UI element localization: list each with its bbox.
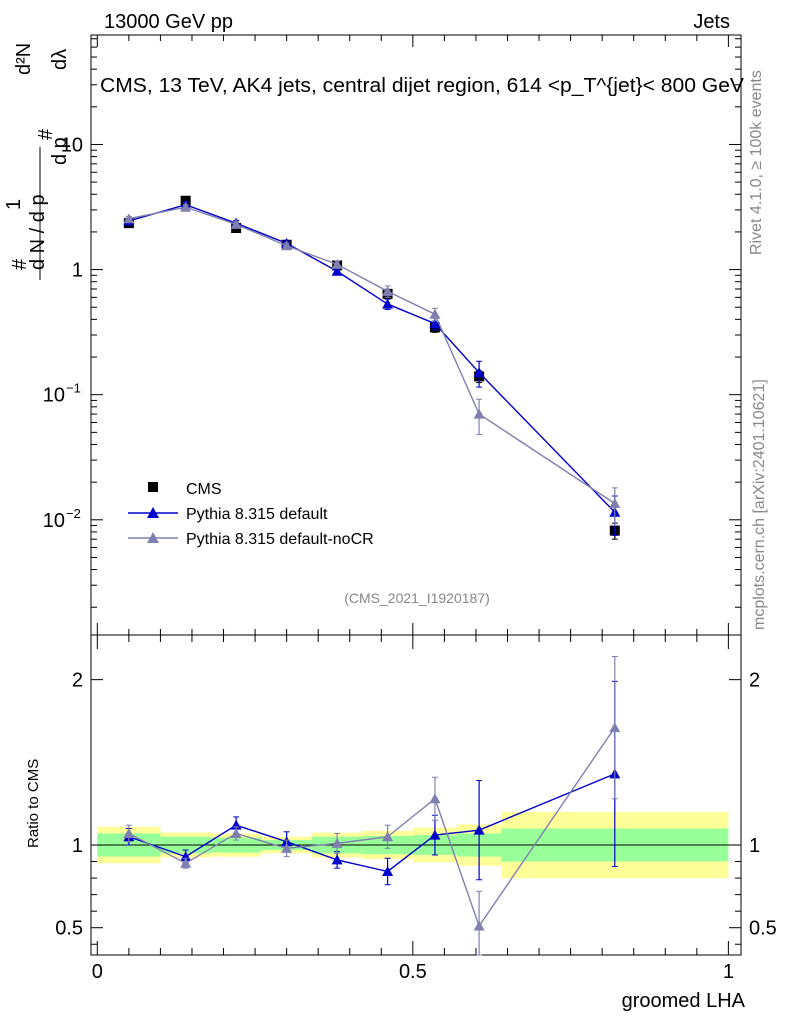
main-y-tick-exponent: −1 — [66, 381, 81, 396]
header-left: 13000 GeV pp — [104, 11, 233, 33]
ratio-point-series-1 — [429, 793, 441, 804]
data-point-series-1 — [473, 367, 485, 378]
data-point-series-2 — [123, 213, 135, 224]
ratio-point-series-0 — [331, 854, 343, 865]
legend-label-pythia-nocr: Pythia 8.315 default-noCR — [186, 531, 374, 548]
ratio-y-tick-label: 0.5 — [55, 918, 83, 940]
main-y-tick-label: 10 — [61, 134, 83, 156]
x-axis-label: groomed LHA — [622, 990, 746, 1012]
ratio-y-axis-label: Ratio to CMS — [25, 759, 42, 848]
data-point-series-2 — [473, 408, 485, 419]
ratio-y-tick-label-right: 0.5 — [749, 918, 777, 940]
ratio-point-series-0 — [382, 865, 394, 876]
data-point-series-2 — [230, 218, 242, 229]
data-point-series-1 — [331, 265, 343, 276]
main-y-tick-label: 10 — [43, 385, 65, 407]
ylabel-one: 1 — [3, 199, 25, 210]
legend: CMS Pythia 8.315 default Pythia 8.315 de… — [128, 481, 374, 548]
header-right: Jets — [693, 11, 730, 33]
data-point-series-1 — [429, 318, 441, 329]
ratio-point-series-1 — [123, 827, 135, 838]
ylabel-dpt: d p — [49, 137, 71, 165]
ratio-point-series-0 — [429, 829, 441, 840]
ratio-x-tick-label: 1 — [723, 961, 734, 983]
ylabel-bottom: d N / d p — [27, 194, 49, 270]
legend-label-pythia-default: Pythia 8.315 default — [186, 506, 328, 523]
legend-label-cms: CMS — [186, 481, 222, 498]
ratio-y-tick-label-right: 1 — [749, 835, 760, 857]
main-y-tick-label: 1 — [72, 260, 83, 282]
data-point-series-2 — [429, 308, 441, 319]
data-point-series-2 — [331, 258, 343, 269]
data-point-series-2 — [609, 497, 621, 508]
ylabel-lambda: dλ — [49, 49, 71, 70]
side-label-rivet: Rivet 4.1.0, ≥ 100k events — [748, 70, 765, 255]
ylabel-hash-right: # — [35, 128, 57, 140]
ratio-y-tick-label-right: 2 — [749, 670, 760, 692]
data-point-series-2 — [281, 240, 293, 251]
series-line-1 — [128, 203, 616, 513]
main-y-axis-label: # d N / d p 1 # d p d²N dλ — [3, 43, 71, 270]
ratio-y-tick-label: 1 — [72, 835, 83, 857]
side-label-mcplots: mcplots.cern.ch [arXiv:2401.10621] — [751, 379, 768, 630]
ratio-point-series-1 — [230, 827, 242, 838]
ratio-y-tick-label: 2 — [72, 670, 83, 692]
analysis-annotation: (CMS_2021_I1920187) — [344, 590, 490, 606]
ratio-axes: 2 2 1 1 0.5 0.5 0 0.5 1 — [55, 635, 777, 983]
legend-marker-cms — [148, 482, 158, 492]
ratio-point-series-1 — [609, 722, 621, 733]
ratio-point-series-1 — [281, 842, 293, 853]
ratio-point-series-0 — [473, 824, 485, 835]
legend-marker-pythia-default — [147, 507, 159, 518]
legend-marker-pythia-nocr — [147, 532, 159, 543]
ylabel-hash-left: # — [9, 258, 31, 270]
main-y-tick-exponent: −2 — [66, 506, 81, 521]
ratio-point-series-1 — [473, 920, 485, 931]
ratio-point-series-1 — [382, 831, 394, 842]
ratio-series-layer — [123, 655, 621, 956]
ratio-x-tick-label: 0 — [92, 961, 103, 983]
ylabel-top: d²N — [13, 43, 35, 75]
ratio-plot-frame — [90, 634, 742, 956]
ratio-point-series-1 — [331, 837, 343, 848]
main-plot-title: CMS, 13 TeV, AK4 jets, central dijet reg… — [100, 75, 745, 97]
ratio-x-tick-label: 0.5 — [399, 961, 427, 983]
data-point-series-2 — [382, 285, 394, 296]
main-y-tick-label: 10 — [43, 510, 65, 532]
data-point-series-1 — [382, 298, 394, 309]
main-series-layer — [123, 195, 621, 540]
series-line-2 — [128, 206, 616, 505]
data-point-series-2 — [180, 201, 192, 212]
ratio-point-series-1 — [180, 857, 192, 868]
